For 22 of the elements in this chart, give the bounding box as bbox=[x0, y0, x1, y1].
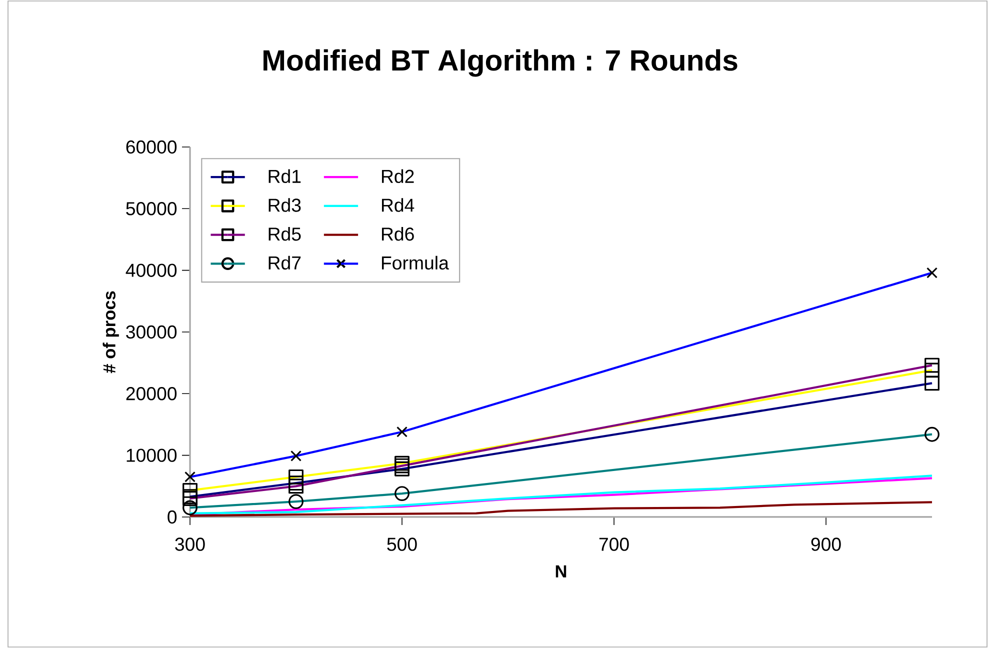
y-tick-label: 50000 bbox=[126, 202, 177, 216]
x-tick-label: 900 bbox=[811, 538, 841, 551]
y-tick-label: 40000 bbox=[126, 264, 177, 277]
legend-label: Rd1 bbox=[268, 169, 301, 184]
y-tick-label: 20000 bbox=[126, 387, 177, 400]
y-tick-label: 30000 bbox=[126, 325, 177, 339]
legend-label: Formula bbox=[382, 256, 449, 270]
x-tick-label: 700 bbox=[599, 538, 629, 551]
x-axis-title: N bbox=[556, 565, 566, 578]
y-tick-label: 10000 bbox=[126, 448, 177, 462]
y-axis-title: # of procs bbox=[102, 291, 119, 374]
legend-label: Rd4 bbox=[382, 198, 414, 212]
y-tick-label: 0 bbox=[168, 510, 177, 524]
legend-label: Rd3 bbox=[268, 198, 301, 212]
chart-title: Modified BT Algorithm : 7 Rounds bbox=[264, 49, 738, 77]
legend-label: Rd7 bbox=[268, 256, 301, 270]
x-tick-label: 300 bbox=[175, 538, 205, 551]
y-tick-label: 60000 bbox=[126, 140, 177, 154]
x-tick-label: 500 bbox=[387, 538, 417, 551]
legend-label: Rd6 bbox=[382, 227, 414, 241]
legend-label: Rd2 bbox=[382, 169, 414, 184]
legend-label: Rd5 bbox=[268, 227, 301, 241]
